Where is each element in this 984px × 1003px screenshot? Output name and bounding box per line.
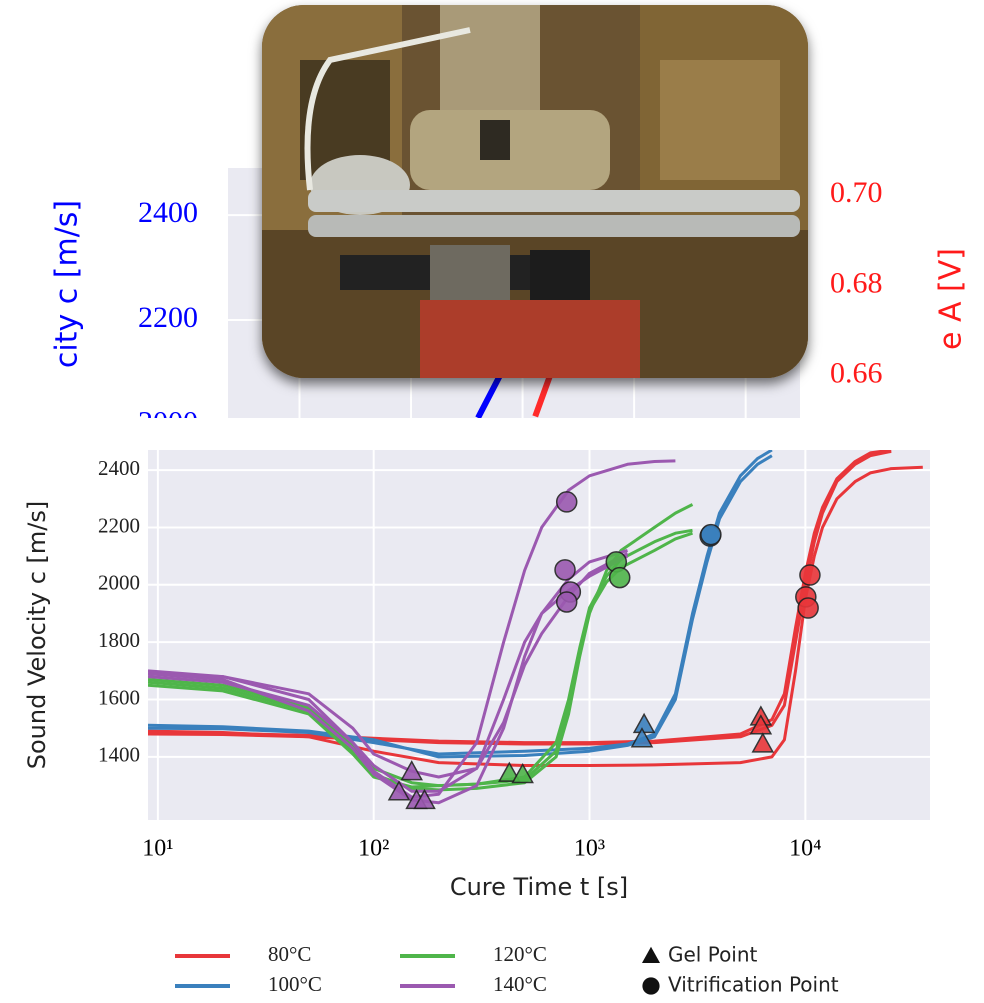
gel-marker xyxy=(387,780,411,801)
y2-tick-label: 0.66 xyxy=(830,357,883,390)
x-tick-label: 10³ xyxy=(574,836,605,862)
gel-marker xyxy=(511,762,534,784)
legend-marker xyxy=(641,946,661,964)
y-axis-label: city c [m/s] xyxy=(50,200,85,368)
x-axis-label: Cure Time t [s] xyxy=(450,873,628,901)
y-tick-label: 2400 xyxy=(98,456,140,480)
y2-tick-label: 0.70 xyxy=(830,176,883,209)
legend-marker xyxy=(642,977,660,995)
series-line xyxy=(148,531,693,788)
legend-label: Vitrification Point xyxy=(668,973,839,997)
gel-marker xyxy=(630,727,654,748)
legend-label: Gel Point xyxy=(668,943,758,967)
y-tick-label: 2200 xyxy=(98,513,140,537)
series-line xyxy=(148,503,694,792)
y-tick-label: 1400 xyxy=(98,743,140,767)
y-tick-label: 1800 xyxy=(98,628,140,652)
series-line xyxy=(148,459,676,799)
gel-marker xyxy=(400,760,423,781)
y2-axis-label: e A [V] xyxy=(934,248,969,350)
vitrification-marker xyxy=(797,597,819,619)
legend-label: 120°C xyxy=(493,942,547,966)
y-tick-label: 2000 xyxy=(138,406,198,439)
y-tick-label: 1600 xyxy=(98,685,140,709)
legend-label: 100°C xyxy=(268,972,322,996)
y-axis-label: Sound Velocity c [m/s] xyxy=(23,501,51,770)
y-tick-label: 2400 xyxy=(138,196,198,229)
legend-label: 80°C xyxy=(268,942,311,966)
series-line xyxy=(148,465,923,767)
x-tick-label: 10² xyxy=(358,836,389,862)
x-tick-label: 10¹ xyxy=(142,836,173,862)
x-tick-label: 10⁴ xyxy=(789,836,821,862)
vitrification-marker xyxy=(555,491,578,513)
vitrification-marker xyxy=(555,591,578,613)
gel-marker xyxy=(751,732,775,753)
gel-marker xyxy=(498,761,521,782)
y2-tick-label: 0.68 xyxy=(830,266,883,299)
photo xyxy=(262,5,808,378)
gel-marker xyxy=(413,788,436,810)
vitrification-marker xyxy=(608,566,631,589)
y-tick-label: 2200 xyxy=(138,301,198,334)
vitrification-marker xyxy=(554,559,576,581)
gel-marker xyxy=(749,714,773,735)
vitrification-marker xyxy=(799,564,821,586)
bottom-chart: 10¹ 10² 10³ 10⁴ 1400 1600 1800 2000 2200 2400 Soun… xyxy=(23,450,930,997)
legend-label: 140°C xyxy=(493,972,547,996)
y-tick-label: 2000 xyxy=(98,571,140,595)
vitrification-marker xyxy=(700,523,722,546)
